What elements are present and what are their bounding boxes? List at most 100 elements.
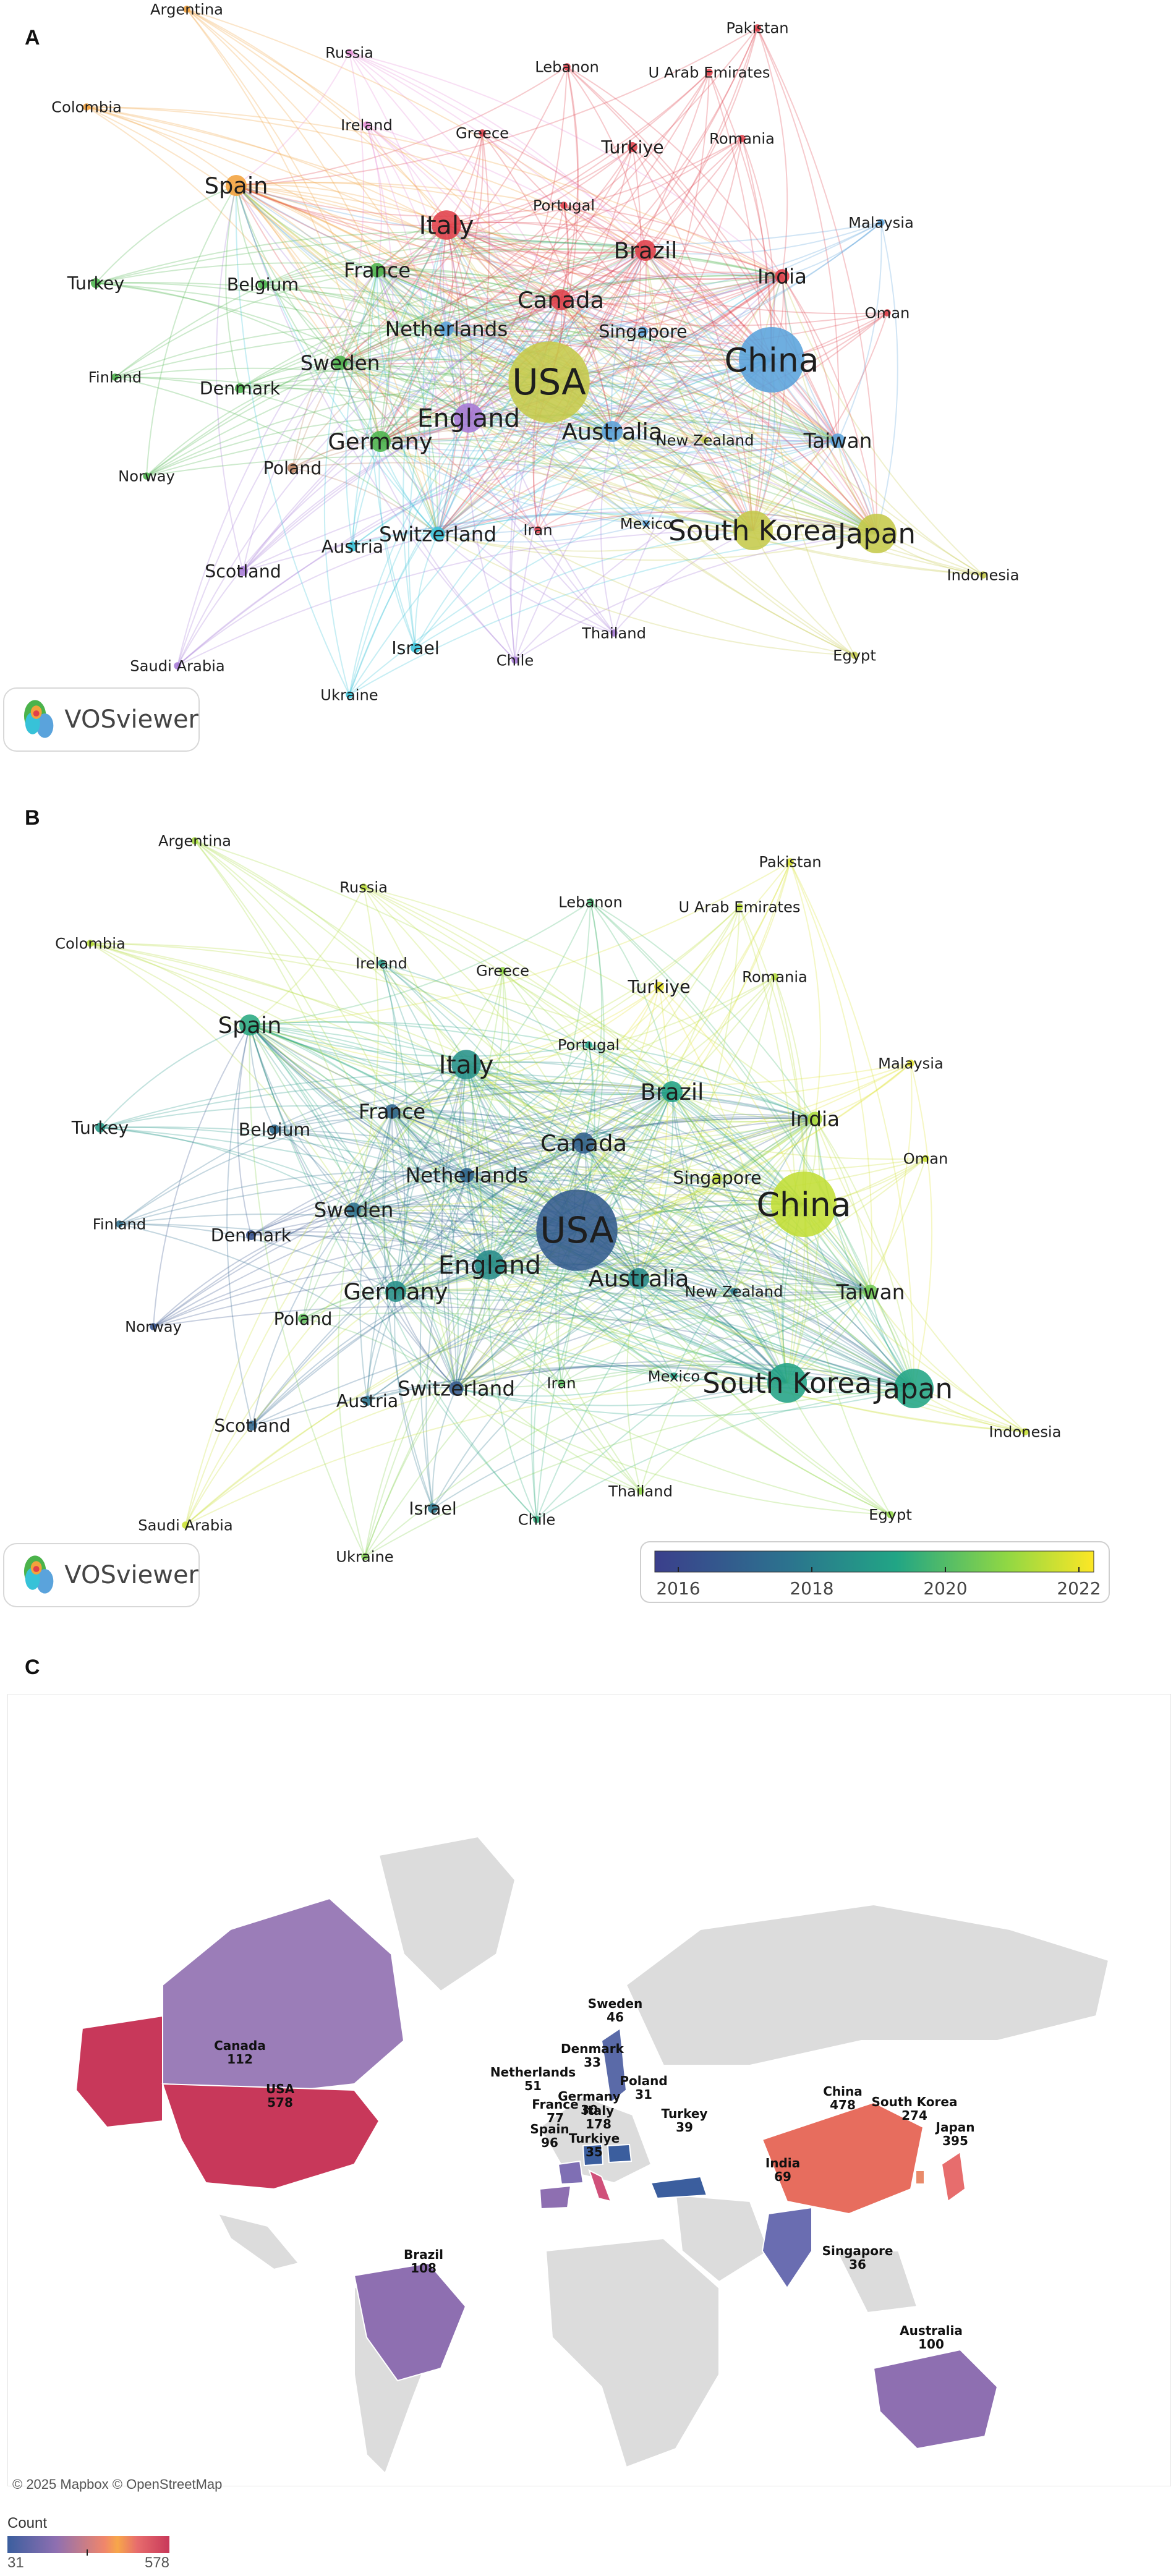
country-name: Australia — [900, 2323, 963, 2338]
network-link — [638, 1278, 788, 1384]
node-egypt: Egypt — [833, 647, 876, 664]
network-link — [377, 242, 646, 271]
country-name: Denmark — [561, 2041, 624, 2056]
network-link — [380, 441, 877, 536]
network-link — [95, 185, 237, 284]
network-link — [514, 250, 646, 661]
node-label: South Korea — [702, 1367, 872, 1400]
network-link — [236, 185, 550, 383]
network-link — [235, 185, 350, 695]
node-taiwan: Taiwan — [803, 429, 872, 453]
node-label: USA — [512, 361, 586, 403]
network-link — [583, 1044, 593, 1144]
node-norway: Norway — [125, 1318, 182, 1335]
network-link — [186, 9, 381, 442]
network-link — [428, 328, 447, 535]
network-link — [377, 270, 447, 329]
network-link — [353, 1209, 457, 1389]
node-label: Argentina — [150, 1, 223, 18]
network-link — [250, 1209, 354, 1236]
node-label: Australia — [589, 1265, 689, 1292]
node-circle — [1021, 1428, 1029, 1435]
network-link — [353, 1064, 467, 1210]
network-link — [185, 1382, 788, 1526]
network-link — [437, 533, 855, 656]
network-link — [468, 66, 568, 419]
node-circle — [907, 1060, 914, 1067]
network-link — [90, 943, 250, 1026]
network-link — [466, 1064, 788, 1384]
network-link — [215, 185, 244, 572]
network-link — [709, 72, 764, 531]
network-link — [733, 1291, 914, 1389]
network-link — [563, 205, 783, 277]
network-link — [249, 1024, 537, 1520]
node-label: Singapore — [673, 1168, 761, 1188]
network-link — [226, 1024, 253, 1426]
network-link — [339, 250, 646, 363]
network-link — [349, 52, 561, 300]
network-link — [236, 185, 381, 442]
network-link — [236, 185, 341, 363]
network-link — [466, 1142, 584, 1176]
network-link — [236, 185, 516, 661]
node-label: Switzerland — [379, 522, 496, 546]
node-circle — [830, 433, 845, 448]
network-link — [249, 1024, 393, 1112]
country-shape-spain — [539, 2185, 572, 2210]
network-link — [638, 1091, 674, 1279]
network-link — [394, 1291, 433, 1509]
network-link — [548, 381, 838, 441]
node-circle — [638, 326, 648, 336]
network-link — [781, 1118, 816, 1384]
node-ireland: Ireland — [356, 954, 407, 972]
network-link — [237, 1024, 252, 1236]
network-link — [468, 276, 783, 419]
country-count: 108 — [411, 2261, 437, 2276]
node-label: Lebanon — [535, 58, 599, 75]
node-label: Australia — [562, 419, 663, 445]
node-denmark: Denmark — [200, 378, 281, 399]
network-link — [466, 1175, 914, 1389]
node-label: Thailand — [581, 624, 646, 642]
network-link — [395, 976, 775, 1292]
network-link — [339, 362, 705, 441]
network-link — [466, 1175, 804, 1214]
network-link — [590, 901, 914, 1389]
node-label: Russia — [339, 878, 388, 896]
network-link — [95, 283, 877, 534]
network-link — [177, 224, 447, 666]
network-link — [186, 9, 447, 226]
network-link — [364, 1230, 577, 1557]
network-link — [249, 1024, 457, 1389]
network-link — [395, 1291, 914, 1391]
network-link — [466, 976, 775, 1176]
node-label: Iran — [547, 1374, 576, 1392]
network-link — [249, 1024, 871, 1293]
country-count: 35 — [586, 2145, 603, 2159]
network-link — [391, 1111, 490, 1265]
network-link — [395, 906, 740, 1292]
network-link — [790, 861, 915, 1389]
network-link — [377, 270, 754, 531]
network-link — [395, 986, 660, 1292]
network-link — [757, 27, 788, 277]
node-circle — [857, 514, 897, 553]
network-link — [537, 440, 838, 530]
network-link — [395, 1291, 675, 1377]
year-scale-tick-label: 2020 — [923, 1578, 967, 1599]
network-link — [446, 328, 838, 441]
network-link — [249, 1021, 816, 1120]
node-label: Chile — [496, 652, 534, 669]
network-link — [391, 1082, 673, 1112]
network-link — [185, 1111, 393, 1526]
node-label: Finland — [93, 1215, 146, 1233]
network-link — [236, 185, 783, 280]
network-link — [422, 224, 447, 535]
network-link — [363, 886, 816, 1120]
network-link — [377, 132, 483, 271]
network-link — [583, 1142, 871, 1293]
network-link — [757, 27, 840, 441]
